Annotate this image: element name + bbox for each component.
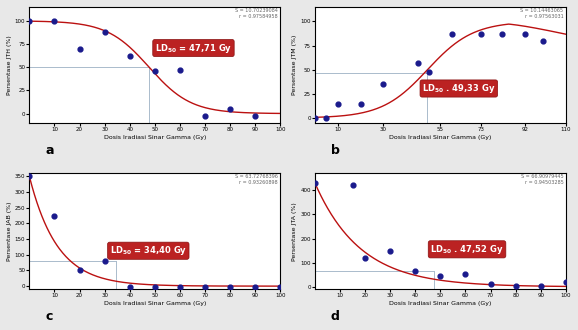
Point: [361, 255, 370, 260]
Point: [511, 283, 520, 288]
Point: [310, 115, 320, 121]
Point: [538, 38, 547, 44]
Y-axis label: Persentase JTH (%): Persentase JTH (%): [7, 35, 12, 95]
Text: c: c: [46, 310, 53, 323]
Y-axis label: Persentase JTA (%): Persentase JTA (%): [292, 202, 298, 261]
X-axis label: Dosis Iradiasi Sinar Gamma (Gy): Dosis Iradiasi Sinar Gamma (Gy): [103, 135, 206, 140]
Point: [100, 258, 109, 264]
Point: [410, 269, 420, 274]
Point: [201, 284, 210, 290]
Text: S = 10.14463065
r = 0.97563031: S = 10.14463065 r = 0.97563031: [520, 8, 564, 19]
Point: [251, 114, 260, 119]
Point: [276, 284, 285, 290]
Point: [175, 284, 184, 290]
Point: [50, 213, 59, 218]
Point: [251, 284, 260, 290]
Point: [175, 67, 184, 73]
Point: [25, 18, 34, 23]
Point: [413, 60, 422, 66]
Text: $\mathbf{LD_{50}}$ . 47,52 Gy: $\mathbf{LD_{50}}$ . 47,52 Gy: [431, 243, 504, 256]
Point: [150, 68, 160, 74]
Text: $\mathbf{LD_{50}}$ = 34,40 Gy: $\mathbf{LD_{50}}$ = 34,40 Gy: [110, 244, 187, 257]
Text: S = 10.70239084
r = 0.97584958: S = 10.70239084 r = 0.97584958: [235, 8, 278, 19]
Point: [25, 174, 34, 179]
Point: [461, 271, 470, 276]
Text: d: d: [331, 310, 339, 323]
Point: [424, 69, 434, 74]
Point: [125, 53, 134, 59]
Point: [75, 268, 84, 273]
Text: b: b: [331, 144, 339, 157]
Point: [125, 284, 134, 290]
Y-axis label: Persentase JAB (%): Persentase JAB (%): [7, 202, 12, 261]
Point: [561, 280, 570, 285]
Text: a: a: [45, 144, 54, 157]
Point: [348, 183, 357, 188]
X-axis label: Dosis Iradiasi Sinar Gamma (Gy): Dosis Iradiasi Sinar Gamma (Gy): [103, 301, 206, 306]
Point: [447, 31, 457, 37]
Point: [436, 273, 445, 279]
Text: $\mathbf{LD_{50}}$ = 47,71 Gy: $\mathbf{LD_{50}}$ = 47,71 Gy: [155, 42, 232, 54]
Point: [225, 106, 235, 112]
Point: [356, 101, 365, 106]
Text: $\mathbf{LD_{50}}$ . 49,33 Gy: $\mathbf{LD_{50}}$ . 49,33 Gy: [422, 82, 495, 95]
Point: [379, 82, 388, 87]
Text: S = 63.72768396
r = 0.93260898: S = 63.72768396 r = 0.93260898: [235, 175, 278, 185]
Point: [50, 18, 59, 23]
Point: [201, 114, 210, 119]
Text: S = 66.90979445
r = 0.94503285: S = 66.90979445 r = 0.94503285: [521, 175, 564, 185]
Point: [322, 115, 331, 121]
Point: [497, 31, 506, 37]
X-axis label: Dosis Iradiasi Sinar Gamma (Gy): Dosis Iradiasi Sinar Gamma (Gy): [389, 301, 491, 306]
Point: [75, 46, 84, 51]
Point: [536, 283, 545, 288]
Point: [477, 31, 486, 37]
Point: [520, 31, 529, 37]
Point: [486, 282, 495, 287]
Y-axis label: Persentase JTM (%): Persentase JTM (%): [292, 35, 298, 95]
Point: [386, 248, 395, 253]
X-axis label: Dosis Iradiasi Sinar Gamma (Gy): Dosis Iradiasi Sinar Gamma (Gy): [389, 135, 491, 140]
Point: [225, 284, 235, 290]
Point: [100, 29, 109, 35]
Point: [333, 101, 342, 106]
Point: [150, 284, 160, 290]
Point: [310, 181, 320, 186]
